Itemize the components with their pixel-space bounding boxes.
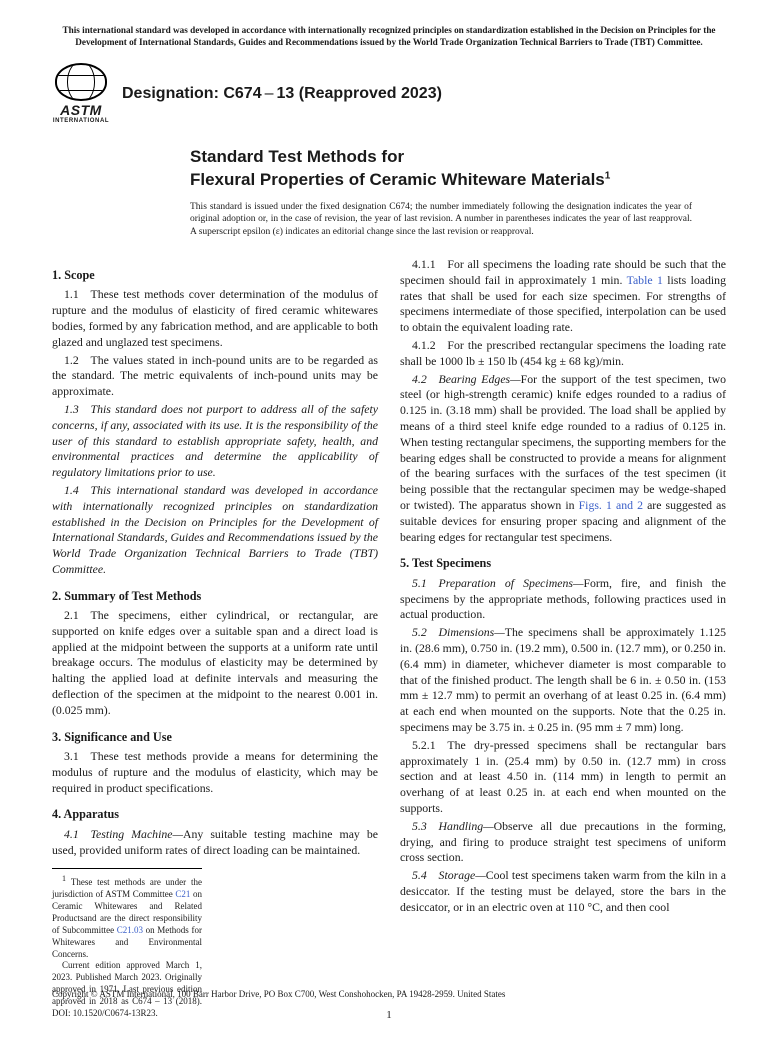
designation: Designation: C674–13 (Reapproved 2023) [122, 85, 442, 103]
rh-5-1: 5.1 Preparation of Specimens— [412, 576, 583, 590]
designation-code: C674 [223, 85, 261, 102]
p-5-3: 5.3 Handling—Observe all due precautions… [400, 819, 726, 866]
rh-5-3: 5.3 Handling— [412, 819, 494, 833]
p-3-1: 3.1 These test methods provide a means f… [52, 749, 378, 796]
rh-5-4: 5.4 Storage— [412, 868, 486, 882]
globe-icon [55, 63, 107, 101]
t-42a: For the support of the test specimen, tw… [400, 372, 726, 512]
page-number: 1 [52, 1009, 726, 1021]
title-l2: Flexural Properties of Ceramic Whiteware… [190, 170, 605, 189]
p-5-2-1: 5.2.1 The dry-pressed specimens shall be… [400, 738, 726, 817]
t-5-2: The specimens shall be approximately 1.1… [400, 625, 726, 734]
title-sup: 1 [605, 170, 611, 181]
rh-4-1: 4.1 Testing Machine— [64, 827, 183, 841]
h-summary: 2. Summary of Test Methods [52, 588, 378, 604]
h-significance: 3. Significance and Use [52, 729, 378, 745]
p-2-1: 2.1 The specimens, either cylindrical, o… [52, 608, 378, 719]
p-4-1: 4.1 Testing Machine—Any suitable testing… [52, 827, 378, 859]
p-1-3: 1.3 This standard does not purport to ad… [52, 402, 378, 481]
title-l1: Standard Test Methods for [190, 147, 404, 166]
p-4-1-1: 4.1.1 For all specimens the loading rate… [400, 257, 726, 336]
astm-logo: ASTM INTERNATIONAL [52, 63, 110, 125]
p-5-1: 5.1 Preparation of Specimens—Form, fire,… [400, 576, 726, 623]
standard-title: Standard Test Methods for Flexural Prope… [190, 146, 726, 190]
designation-label: Designation: [122, 85, 219, 102]
p-4-2: 4.2 Bearing Edges—For the support of the… [400, 372, 726, 546]
logo-intl: INTERNATIONAL [52, 118, 110, 125]
page-footer: Copyright © ASTM International, 100 Barr… [52, 989, 726, 1021]
copyright: Copyright © ASTM International, 100 Barr… [52, 989, 726, 999]
h-scope: 1. Scope [52, 267, 378, 283]
p-1-4: 1.4 This international standard was deve… [52, 483, 378, 578]
designation-reapproved: (Reapproved 2023) [299, 85, 442, 102]
p-5-2: 5.2 Dimensions—The specimens shall be ap… [400, 625, 726, 736]
h-specimens: 5. Test Specimens [400, 555, 726, 571]
p-1-2: 1.2 The values stated in inch-pound unit… [52, 353, 378, 400]
body-columns: 1. Scope 1.1 These test methods cover de… [52, 257, 726, 1020]
top-notice: This international standard was develope… [52, 24, 726, 49]
title-block: Standard Test Methods for Flexural Prope… [190, 146, 726, 190]
p-4-1-2: 4.1.2 For the prescribed rectangular spe… [400, 338, 726, 370]
link-table-1[interactable]: Table 1 [627, 273, 663, 287]
designation-dash: – [262, 85, 277, 102]
link-figs-1-2[interactable]: Figs. 1 and 2 [579, 498, 643, 512]
footnote-1: 1 These test methods are under the juris… [52, 874, 202, 960]
fn1-link-c2103[interactable]: C21.03 [117, 925, 143, 935]
header-row: ASTM INTERNATIONAL Designation: C674–13 … [52, 63, 726, 125]
p-1-1: 1.1 These test methods cover determinati… [52, 287, 378, 350]
h-apparatus: 4. Apparatus [52, 806, 378, 822]
rh-5-2: 5.2 Dimensions— [412, 625, 505, 639]
issuance-note: This standard is issued under the fixed … [190, 201, 726, 239]
fn1-link-c21[interactable]: C21 [175, 889, 190, 899]
rh-4-2: 4.2 Bearing Edges— [412, 372, 521, 386]
designation-year: 13 [277, 85, 295, 102]
p-5-4: 5.4 Storage—Cool test specimens taken wa… [400, 868, 726, 915]
logo-astm: ASTM [52, 103, 110, 117]
